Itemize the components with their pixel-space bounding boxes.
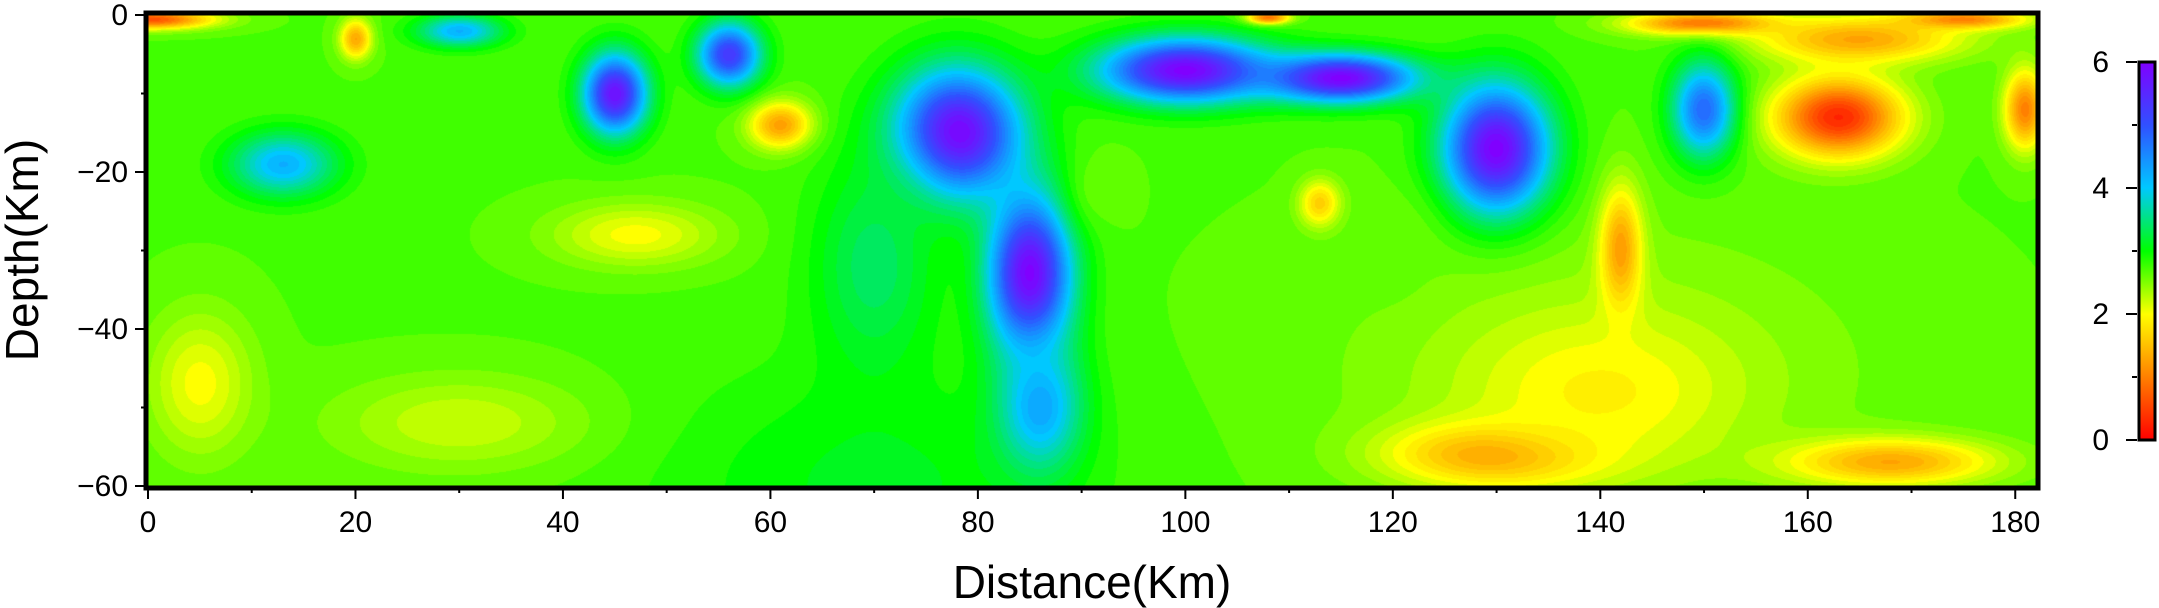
colorbar-ticks: 0 2 4 6 [2092, 46, 2137, 457]
y-axis-title: Depth(Km) [0, 139, 48, 361]
y-axis-ticks: 0 −20 −40 −60 [77, 0, 146, 503]
colorbar-tick-label: 4 [2092, 172, 2109, 205]
x-tick-label: 120 [1368, 506, 1418, 539]
x-axis-title: Distance(Km) [953, 556, 1232, 608]
x-tick-label: 20 [339, 506, 372, 539]
x-tick-label: 140 [1575, 506, 1625, 539]
colorbar [2137, 60, 2157, 442]
y-tick-label: −60 [77, 470, 128, 503]
x-tick-label: 80 [961, 506, 994, 539]
x-tick-label: 60 [754, 506, 787, 539]
colorbar-tick-label: 0 [2092, 424, 2109, 457]
y-tick-label: −40 [77, 313, 128, 346]
x-tick-label: 0 [140, 506, 157, 539]
x-tick-label: 180 [1990, 506, 2040, 539]
y-tick-label: −20 [77, 156, 128, 189]
heatmap-field [148, 15, 2036, 486]
x-tick-label: 40 [546, 506, 579, 539]
colorbar-tick-label: 6 [2092, 46, 2109, 79]
x-tick-label: 100 [1160, 506, 1210, 539]
colorbar-tick-label: 2 [2092, 298, 2109, 331]
y-tick-label: 0 [111, 0, 128, 32]
x-tick-label: 160 [1783, 506, 1833, 539]
x-axis-ticks: 0 20 40 60 80 100 120 140 160 180 [140, 488, 2040, 539]
